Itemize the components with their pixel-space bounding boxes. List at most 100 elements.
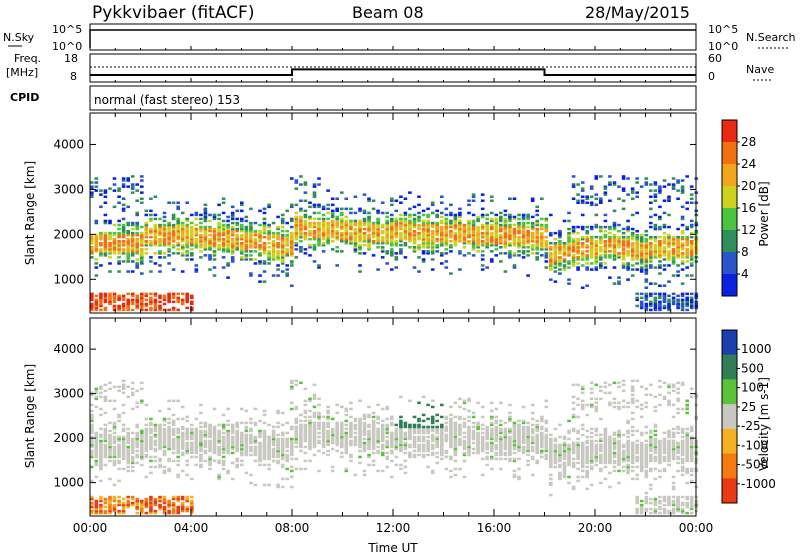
echo-cell — [603, 219, 608, 223]
echo-cell — [217, 423, 221, 427]
echo-cell — [176, 248, 180, 251]
echo-cell — [371, 225, 376, 229]
echo-cell — [612, 183, 617, 186]
echo-cell — [462, 431, 467, 435]
echo-cell — [226, 237, 230, 241]
echo-cell — [676, 244, 680, 247]
echo-cell — [162, 439, 167, 443]
echo-cell — [394, 447, 399, 451]
echo-cell — [276, 421, 280, 425]
echo-cell — [299, 207, 303, 211]
echo-cell — [312, 211, 317, 215]
echo-cell — [140, 387, 144, 391]
echo-cell — [167, 254, 171, 257]
echo-cell — [367, 197, 371, 200]
echo-cell — [421, 437, 426, 441]
echo-cell — [421, 233, 426, 237]
echo-cell — [562, 471, 567, 475]
echo-cell — [553, 254, 558, 257]
echo-cell — [385, 439, 389, 443]
echo-cell — [667, 233, 671, 237]
echo-cell — [280, 445, 285, 449]
power-colorbar-label: Power [dB] — [757, 181, 771, 246]
echo-cell — [626, 225, 630, 229]
echo-cell — [144, 501, 149, 505]
echo-cell — [135, 437, 139, 441]
echo-cell — [108, 187, 112, 190]
echo-cell — [530, 237, 535, 241]
echo-cell — [367, 219, 371, 223]
echo-cell — [440, 229, 444, 233]
echo-cell — [662, 223, 667, 227]
echo-cell — [126, 431, 130, 435]
echo-cell — [426, 252, 430, 255]
echo-cell — [503, 217, 508, 221]
echo-cell — [630, 237, 635, 241]
echo-cell — [140, 401, 144, 405]
echo-cell — [276, 441, 280, 445]
echo-cell — [580, 455, 585, 459]
echo-cell — [321, 229, 326, 233]
echo-cell — [535, 231, 539, 235]
echo-cell — [599, 227, 603, 231]
echo-cell — [599, 197, 603, 200]
echo-cell — [167, 501, 171, 505]
echo-cell — [371, 439, 376, 443]
echo-cell — [235, 465, 239, 469]
echo-cell — [562, 250, 567, 253]
echo-cell — [462, 242, 467, 245]
echo-cell — [394, 441, 399, 445]
echo-cell — [667, 244, 671, 247]
echo-cell — [353, 431, 358, 435]
echo-cell — [653, 199, 658, 202]
echo-cell — [521, 421, 526, 425]
echo-cell — [608, 401, 612, 405]
echo-cell — [362, 244, 367, 247]
echo-cell — [349, 439, 353, 443]
echo-cell — [580, 423, 585, 427]
echo-cell — [121, 197, 126, 200]
echo-cell — [158, 437, 162, 441]
echo-cell — [512, 235, 517, 239]
echo-cell — [180, 503, 185, 507]
echo-cell — [626, 237, 630, 241]
echo-cell — [262, 463, 267, 467]
echo-cell — [599, 455, 603, 459]
echo-cell — [485, 433, 489, 437]
echo-cell — [526, 240, 530, 243]
echo-cell — [589, 449, 594, 453]
echo-cell — [140, 237, 144, 241]
echo-cell — [353, 221, 358, 225]
echo-cell — [517, 225, 521, 229]
echo-cell — [426, 453, 430, 457]
echo-cell — [589, 439, 594, 443]
echo-cell — [649, 248, 653, 251]
echo-cell — [126, 439, 130, 443]
echo-cell — [294, 179, 299, 182]
echo-cell — [240, 451, 244, 455]
echo-cell — [126, 455, 130, 459]
echo-cell — [140, 453, 144, 457]
echo-cell — [608, 240, 612, 243]
echo-cell — [140, 503, 144, 507]
echo-cell — [230, 215, 235, 219]
echo-cell — [394, 445, 399, 449]
freq-label-2: [MHz] — [6, 66, 38, 79]
echo-cell — [685, 302, 689, 306]
echo-cell — [112, 189, 117, 192]
echo-cell — [544, 433, 549, 437]
echo-cell — [262, 431, 267, 435]
echo-cell — [335, 221, 339, 225]
echo-cell — [153, 449, 158, 453]
echo-cell — [203, 421, 208, 425]
echo-cell — [576, 455, 580, 459]
echo-cell — [653, 225, 658, 229]
echo-cell — [208, 423, 212, 427]
echo-cell — [490, 429, 494, 433]
echo-cell — [103, 254, 108, 257]
echo-cell — [180, 235, 185, 239]
echo-cell — [344, 469, 349, 473]
echo-cell — [153, 501, 158, 505]
echo-cell — [108, 242, 112, 245]
echo-cell — [530, 449, 535, 453]
